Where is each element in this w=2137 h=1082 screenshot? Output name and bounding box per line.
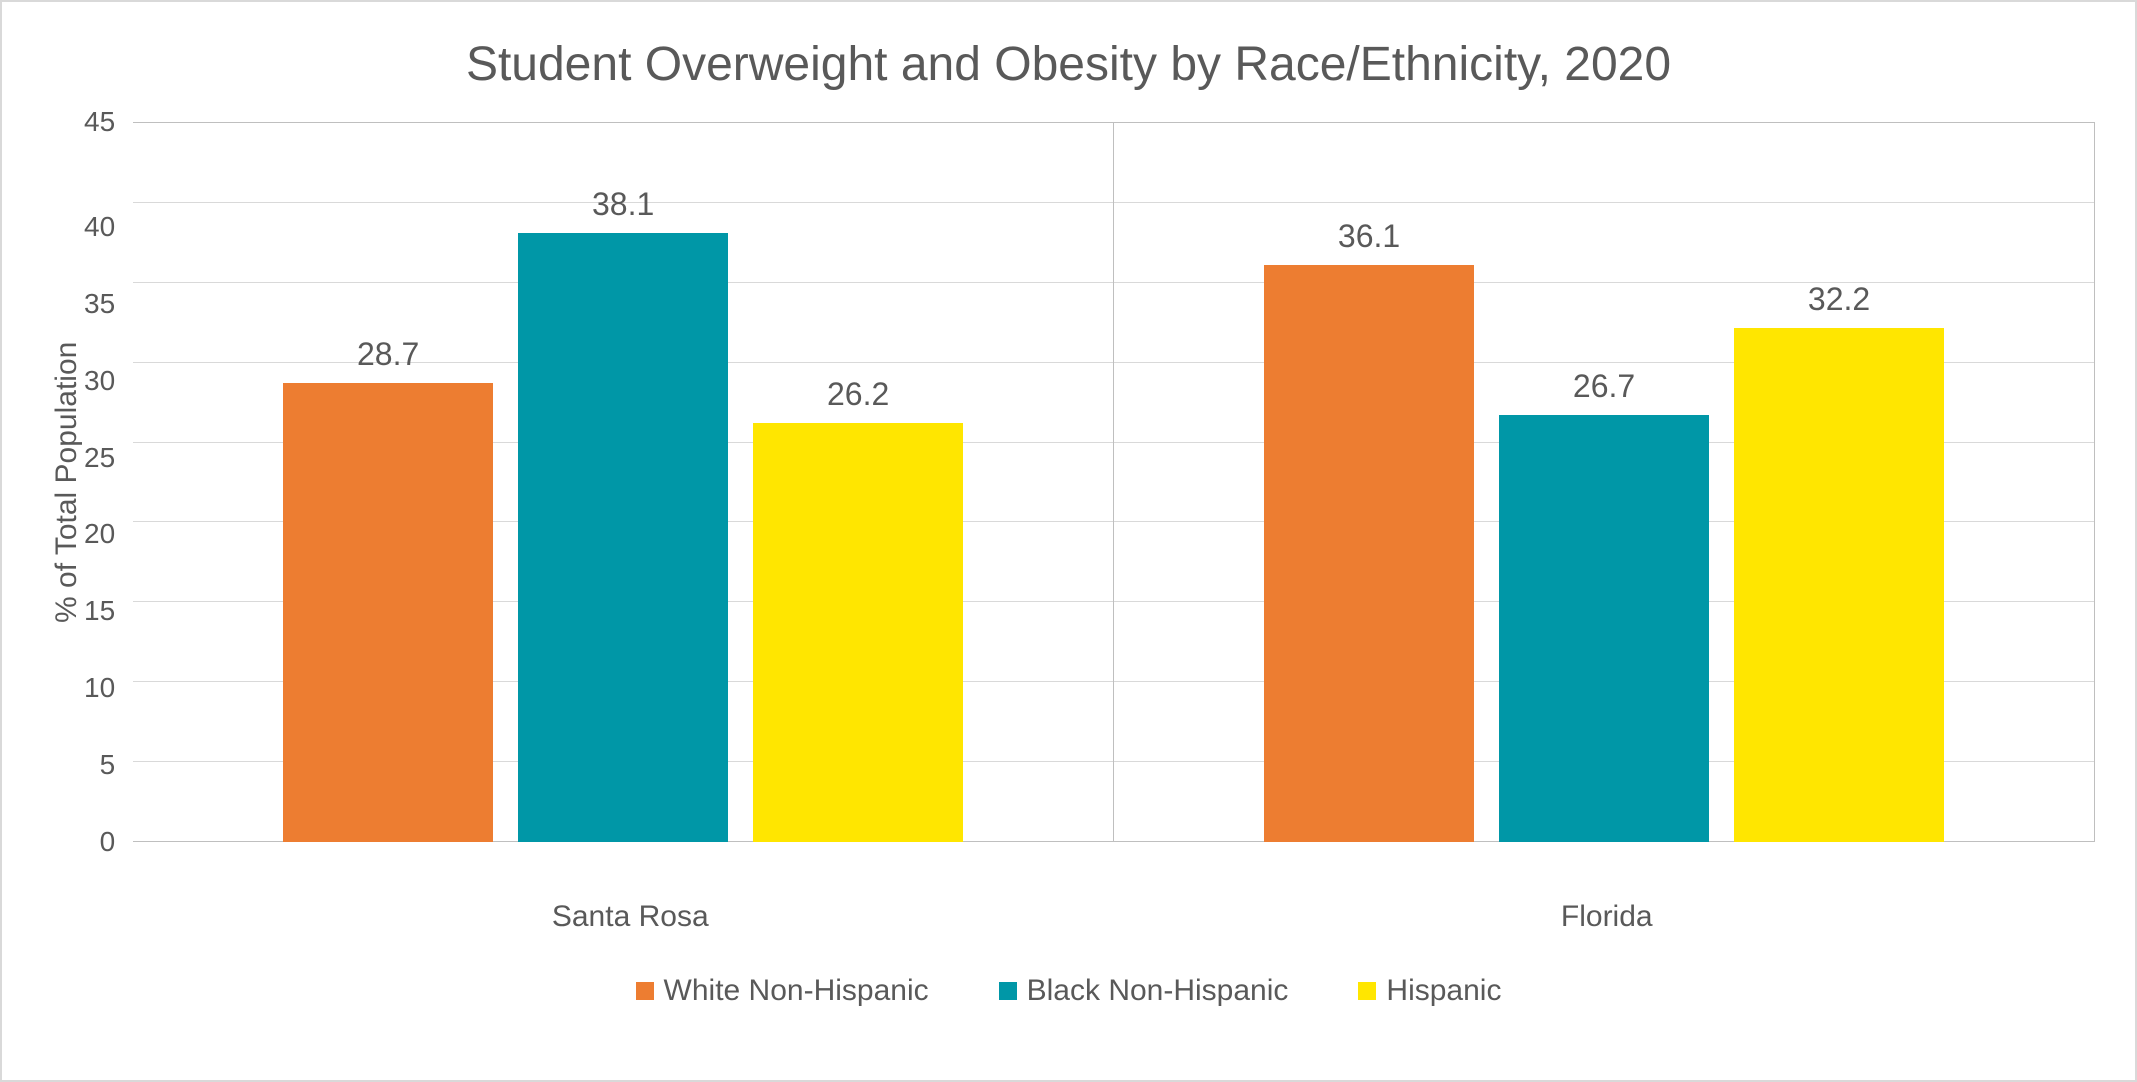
y-tick: 15 bbox=[84, 597, 115, 625]
y-tick: 30 bbox=[84, 367, 115, 395]
chart-container: Student Overweight and Obesity by Race/E… bbox=[0, 0, 2137, 1082]
legend-swatch bbox=[999, 982, 1017, 1000]
plot-wrapper: % of Total Population 45 40 35 30 25 20 … bbox=[42, 122, 2095, 882]
legend-label: White Non-Hispanic bbox=[664, 974, 929, 1008]
bar-data-label: 26.7 bbox=[1573, 368, 1635, 405]
x-axis-labels: Santa Rosa Florida bbox=[42, 882, 2095, 934]
spacer bbox=[42, 882, 82, 934]
x-category-label: Santa Rosa bbox=[142, 882, 1119, 934]
legend-label: Hispanic bbox=[1386, 974, 1501, 1008]
bar-white-non-hispanic bbox=[283, 383, 493, 842]
bar-data-label: 32.2 bbox=[1808, 281, 1870, 318]
panel-florida: 36.1 26.7 32.2 bbox=[1113, 123, 2094, 842]
bar-white-non-hispanic bbox=[1264, 265, 1474, 842]
y-axis-label: % of Total Population bbox=[42, 122, 84, 842]
legend-item-black-non-hispanic: Black Non-Hispanic bbox=[999, 974, 1289, 1008]
bar-black-non-hispanic bbox=[1499, 415, 1709, 842]
legend-swatch bbox=[636, 982, 654, 1000]
bar-data-label: 28.7 bbox=[357, 336, 419, 373]
legend-label: Black Non-Hispanic bbox=[1027, 974, 1289, 1008]
plot-area: 28.7 38.1 26.2 36.1 bbox=[133, 122, 2095, 842]
bar-hispanic bbox=[753, 423, 963, 842]
spacer bbox=[82, 882, 142, 934]
chart-title: Student Overweight and Obesity by Race/E… bbox=[42, 37, 2095, 92]
bar-data-label: 26.2 bbox=[827, 376, 889, 413]
y-tick: 20 bbox=[84, 520, 115, 548]
bar-wrap: 28.7 bbox=[283, 123, 493, 842]
bar-wrap: 26.2 bbox=[753, 123, 963, 842]
y-tick: 45 bbox=[84, 108, 115, 136]
bar-black-non-hispanic bbox=[518, 233, 728, 842]
y-axis-ticks: 45 40 35 30 25 20 15 10 5 0 bbox=[84, 122, 133, 842]
bar-data-label: 36.1 bbox=[1338, 218, 1400, 255]
y-tick: 35 bbox=[84, 290, 115, 318]
bar-wrap: 32.2 bbox=[1734, 123, 1944, 842]
x-labels-inner: Santa Rosa Florida bbox=[142, 882, 2095, 934]
x-category-label: Florida bbox=[1119, 882, 2096, 934]
y-tick: 40 bbox=[84, 213, 115, 241]
legend-item-white-non-hispanic: White Non-Hispanic bbox=[636, 974, 929, 1008]
y-tick: 5 bbox=[84, 751, 115, 779]
bar-hispanic bbox=[1734, 328, 1944, 842]
bar-data-label: 38.1 bbox=[592, 186, 654, 223]
panels: 28.7 38.1 26.2 36.1 bbox=[133, 123, 2094, 842]
legend: White Non-Hispanic Black Non-Hispanic Hi… bbox=[42, 974, 2095, 1008]
y-tick: 25 bbox=[84, 444, 115, 472]
bar-wrap: 36.1 bbox=[1264, 123, 1474, 842]
legend-swatch bbox=[1358, 982, 1376, 1000]
bar-wrap: 26.7 bbox=[1499, 123, 1709, 842]
legend-item-hispanic: Hispanic bbox=[1358, 974, 1501, 1008]
y-tick: 10 bbox=[84, 674, 115, 702]
panel-santa-rosa: 28.7 38.1 26.2 bbox=[133, 123, 1113, 842]
bar-wrap: 38.1 bbox=[518, 123, 728, 842]
y-tick: 0 bbox=[84, 828, 115, 856]
